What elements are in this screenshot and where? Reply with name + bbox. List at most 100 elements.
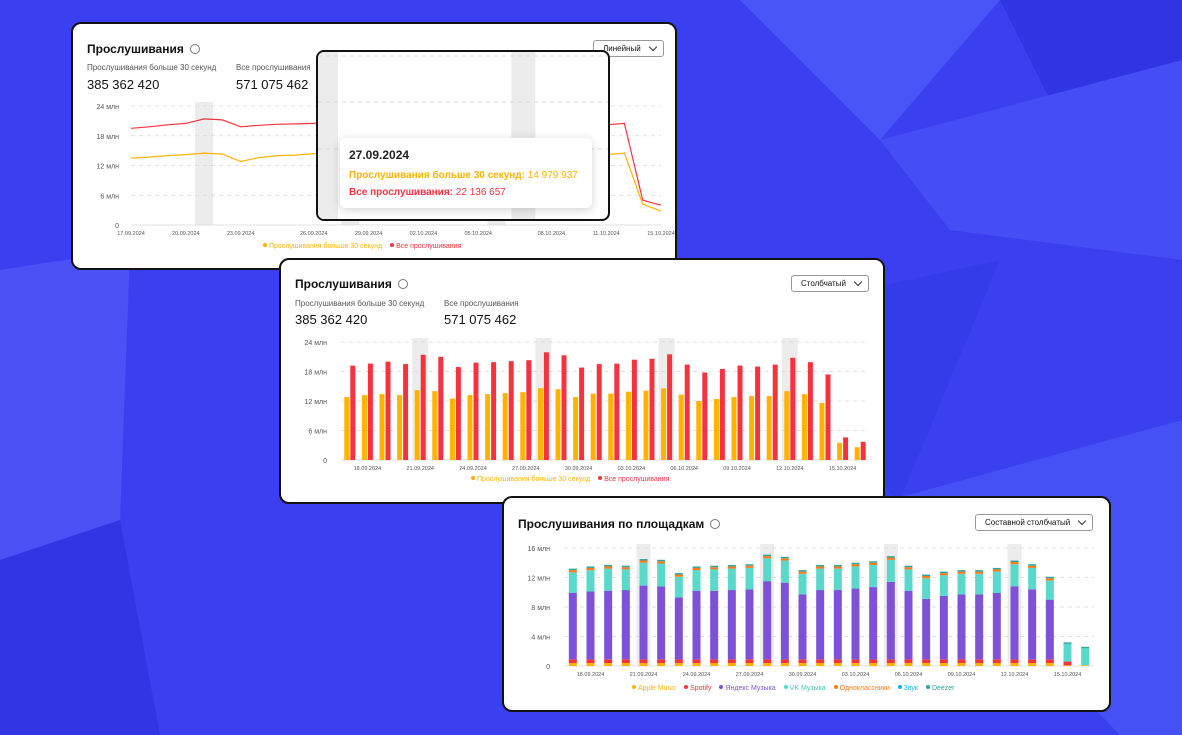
stacked-segment	[763, 663, 772, 666]
stacked-segment	[957, 659, 966, 664]
bar	[432, 391, 438, 460]
stacked-segment	[1045, 663, 1054, 666]
stacked-segment	[833, 568, 842, 591]
chart-type-dropdown[interactable]: Столбчатый	[791, 275, 869, 292]
stacked-segment	[1045, 576, 1054, 579]
bar	[661, 388, 667, 460]
info-icon[interactable]	[710, 518, 721, 529]
weekend-highlight	[412, 338, 429, 460]
legend-label: Все прослушивания	[396, 243, 462, 250]
info-icon[interactable]	[189, 43, 200, 54]
stacked-segment	[674, 576, 683, 598]
legend-item[interactable]: Все прослушивания	[390, 243, 461, 250]
tooltip-row2-label: Все прослушивания:	[349, 187, 454, 198]
chart3-legend: Apple Music Spotify Яндекс Музыка VK Муз…	[632, 685, 961, 692]
stacked-segment	[886, 663, 895, 666]
x-tick-label: 09.10.2024	[948, 672, 976, 678]
legend-dot	[390, 243, 395, 248]
bar	[860, 441, 866, 460]
stacked-segment	[568, 572, 577, 593]
stacked-segment	[939, 571, 948, 574]
stacked-segment	[745, 659, 754, 664]
bar	[784, 391, 790, 460]
x-tick-label: 29.09.2024	[355, 231, 383, 237]
stacked-segment	[922, 574, 931, 577]
bar	[491, 362, 497, 460]
stacked-segment	[798, 570, 807, 572]
stacked-segment	[657, 561, 666, 564]
legend-label: Яндекс Музыка	[725, 685, 776, 692]
legend-dot	[263, 243, 267, 248]
legend-item[interactable]: Deezer	[925, 685, 955, 692]
stacked-segment	[939, 595, 948, 660]
stat1-label: Прослушивания больше 30 секунд	[295, 299, 425, 308]
chart2-legend: Прослушивания больше 30 секунд Все просл…	[471, 476, 675, 483]
legend-dot	[684, 685, 689, 690]
stacked-segment	[851, 588, 860, 660]
stacked-segment	[745, 663, 754, 666]
stacked-segment	[922, 598, 931, 660]
legend-item[interactable]: Apple Music	[632, 685, 676, 692]
card2-title-text: Прослушивания	[295, 277, 392, 291]
bar	[713, 399, 719, 460]
x-tick-label: 18.09.2024	[577, 672, 605, 678]
stacked-segment	[763, 581, 772, 660]
chart-tooltip: 27.09.2024 Прослушивания больше 30 секун…	[340, 138, 592, 208]
chart1-legend: Прослушивания больше 30 секунд Все просл…	[263, 243, 467, 250]
stacked-segment	[904, 663, 913, 666]
y-tick-label: 12 млн	[528, 576, 551, 583]
stacked-segment	[1081, 648, 1090, 666]
legend-item[interactable]: VK Музыка	[783, 685, 826, 692]
stacked-segment	[957, 573, 966, 595]
info-icon[interactable]	[397, 278, 408, 289]
stacked-segment	[763, 659, 772, 664]
card2-title: Прослушивания	[295, 277, 408, 291]
stacked-segment	[922, 578, 931, 599]
stacked-segment	[869, 561, 878, 563]
stacked-segment	[639, 560, 648, 563]
stacked-segment	[621, 590, 630, 660]
legend-item[interactable]: Прослушивания больше 30 секунд	[263, 243, 382, 250]
stacked-segment	[727, 663, 736, 666]
stacked-segment	[816, 659, 825, 664]
chart-type-dropdown[interactable]: Составной столбчатый	[975, 514, 1094, 531]
stacked-segment	[674, 663, 683, 666]
stacked-segment	[692, 570, 701, 591]
stacked-segment	[833, 659, 842, 664]
stacked-segment	[816, 590, 825, 660]
bar	[579, 367, 585, 460]
stacked-segment	[604, 564, 613, 567]
x-tick-label: 26.09.2024	[300, 231, 328, 237]
stacked-segment	[745, 567, 754, 590]
stacked-segment	[992, 569, 1001, 572]
stacked-segment	[710, 663, 719, 666]
legend-item[interactable]: Spotify	[684, 685, 712, 692]
stacked-segment	[992, 571, 1001, 593]
legend-item[interactable]: Прослушивания больше 30 секунд	[471, 476, 590, 483]
stacked-segment	[1028, 659, 1037, 664]
stacked-segment	[816, 566, 825, 569]
stacked-segment	[975, 571, 984, 574]
bar	[608, 393, 614, 460]
stacked-segment	[586, 566, 595, 568]
legend-item[interactable]: Одноклассники	[833, 685, 890, 692]
bar	[772, 364, 778, 460]
stacked-segment	[692, 659, 701, 664]
x-tick-label: 20.09.2024	[172, 231, 200, 237]
bar	[854, 447, 860, 460]
chart-type-dropdown[interactable]: Линейный	[593, 40, 664, 57]
legend-item[interactable]: Яндекс Музыка	[719, 685, 776, 692]
stacked-segment	[851, 562, 860, 565]
x-tick-label: 15.10.2024	[829, 466, 857, 472]
stacked-segment	[816, 663, 825, 666]
bar	[403, 364, 409, 460]
stacked-segment	[1045, 659, 1054, 664]
bar	[643, 390, 649, 460]
tooltip-row2-value: 22 136 657	[455, 187, 506, 198]
stacked-segment	[869, 659, 878, 664]
legend-item[interactable]: Все прослушивания	[598, 476, 669, 483]
bar	[344, 397, 350, 460]
legend-item[interactable]: Звук	[897, 685, 918, 692]
x-tick-label: 03.10.2024	[842, 672, 870, 678]
stacked-segment	[798, 659, 807, 664]
